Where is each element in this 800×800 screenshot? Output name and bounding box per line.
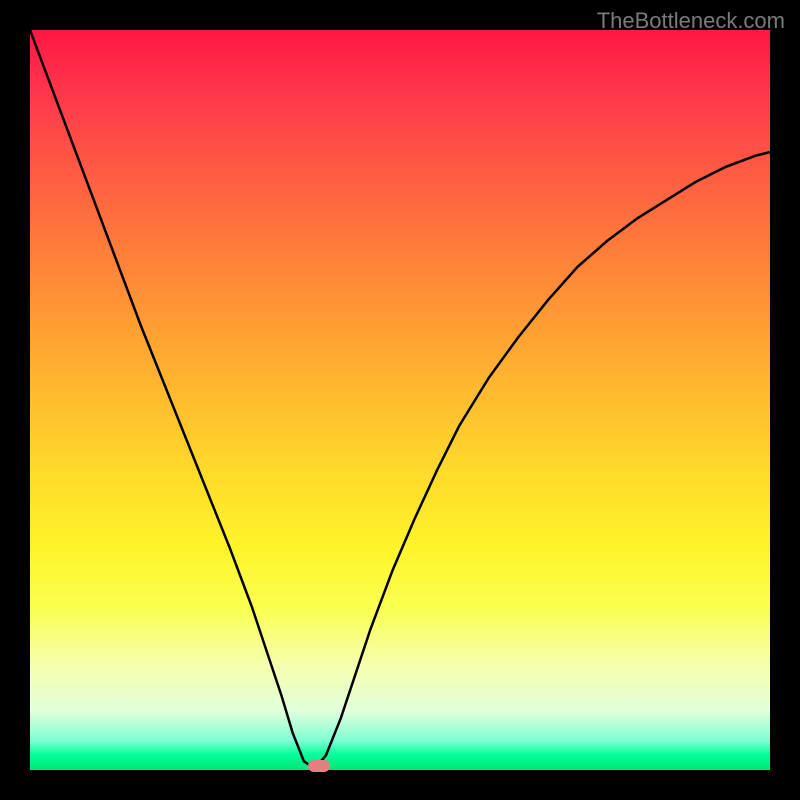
bottleneck-curve — [30, 30, 770, 770]
minimum-marker — [308, 760, 330, 772]
watermark-text: TheBottleneck.com — [597, 8, 785, 34]
chart-plot-area — [30, 30, 770, 770]
